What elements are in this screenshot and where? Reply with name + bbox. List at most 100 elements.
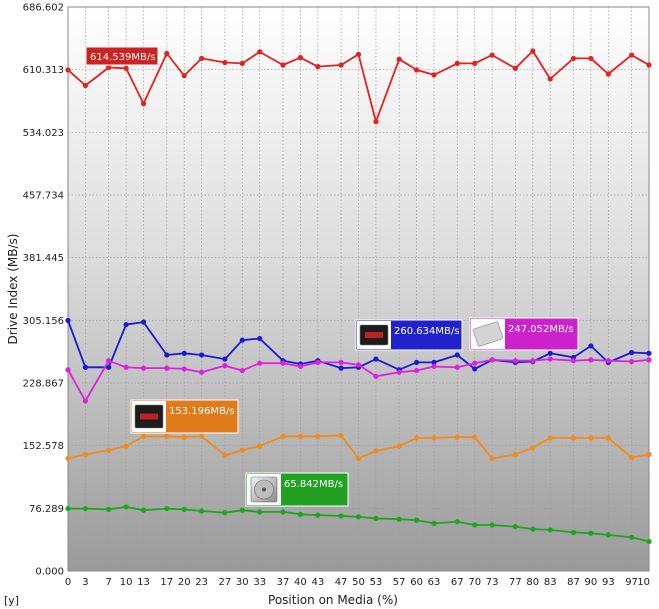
data-point [588, 357, 594, 363]
x-tick-label: 13 [137, 577, 150, 588]
data-point [65, 317, 71, 324]
data-point [297, 511, 303, 517]
data-point [222, 363, 228, 369]
data-point [106, 447, 112, 453]
data-point [239, 367, 245, 374]
x-tick-label: 20 [178, 577, 191, 588]
data-point [82, 364, 89, 370]
data-point [181, 366, 187, 372]
x-tick-label: 37 [277, 577, 290, 588]
data-point [588, 55, 594, 62]
x-tick-label: 30 [236, 577, 249, 588]
data-point [512, 451, 518, 457]
data-point [257, 49, 263, 55]
data-point [338, 513, 344, 519]
data-point [414, 435, 420, 441]
x-tick-label: 97 [625, 577, 638, 588]
x-tick-label: 0 [65, 577, 71, 588]
data-point [222, 510, 228, 516]
data-point [472, 522, 478, 528]
data-point [199, 55, 205, 62]
data-point [414, 67, 420, 73]
data-point [512, 65, 518, 71]
data-point [164, 433, 170, 439]
data-point [570, 435, 577, 441]
data-point [222, 356, 228, 362]
data-point [222, 59, 228, 66]
x-tick-label: 70 [468, 577, 481, 588]
data-point [222, 452, 228, 458]
data-point [106, 64, 112, 71]
data-point [315, 359, 321, 365]
data-point [646, 62, 652, 68]
y-tick-label: 305.156 [23, 316, 64, 327]
data-point [338, 432, 344, 439]
x-tick-label: 10 [120, 577, 133, 588]
data-point [106, 358, 112, 364]
data-point [82, 505, 89, 512]
data-point [454, 519, 460, 525]
data-point [123, 321, 129, 328]
x-tick-label: 33 [253, 577, 266, 588]
data-point [65, 67, 71, 73]
y-tick-label: 0.000 [35, 567, 64, 578]
data-point [489, 357, 495, 363]
data-point [181, 434, 187, 440]
data-point [530, 358, 536, 364]
data-point [570, 358, 577, 364]
callout-value: 614.539MB/s [90, 52, 155, 63]
data-point [588, 530, 594, 536]
y-tick-label: 381.445 [23, 253, 64, 264]
data-point [338, 365, 344, 371]
y-tick-label: 610.313 [23, 65, 64, 76]
data-point [489, 52, 495, 58]
data-point [65, 367, 71, 373]
data-point [373, 356, 379, 362]
data-point [373, 373, 379, 379]
value-callout: 153.196MB/s [130, 399, 239, 434]
data-point [65, 455, 71, 462]
data-point [199, 352, 205, 358]
data-point [199, 369, 205, 375]
y-tick-label: 457.734 [23, 191, 64, 202]
data-point [489, 522, 495, 528]
x-tick-label: 83 [544, 577, 557, 588]
data-point [628, 349, 635, 356]
data-point [547, 356, 553, 362]
data-point [547, 435, 553, 441]
data-point [547, 76, 553, 82]
x-tick-label: 50 [352, 577, 365, 588]
data-point [547, 527, 553, 533]
data-point [530, 445, 536, 451]
data-point [123, 504, 129, 510]
data-point [431, 359, 437, 365]
x-tick-label: 87 [567, 577, 580, 588]
data-point [628, 455, 635, 461]
data-point [355, 362, 362, 368]
data-point [628, 52, 635, 58]
data-point [257, 360, 263, 366]
x-tick-label: 10 [637, 577, 650, 588]
data-point [454, 434, 460, 440]
x-tick-label: 77 [509, 577, 522, 588]
x-tick-label: 63 [428, 577, 441, 588]
data-point [547, 350, 553, 356]
data-point [373, 119, 379, 125]
data-point [570, 55, 577, 62]
x-tick-label: 60 [410, 577, 423, 588]
value-callout: 614.539MB/s [85, 46, 159, 66]
data-point [355, 514, 362, 520]
data-point [140, 433, 147, 439]
data-point [164, 365, 170, 371]
data-point [454, 364, 460, 370]
x-axis-ticks: 0 3 7 10 13 17 20 23 27 30 33 37 40 43 47 50 53 57 60 63 67 7… [65, 577, 650, 588]
data-point [489, 455, 495, 462]
data-point [257, 509, 263, 515]
data-point [82, 451, 89, 457]
data-point [472, 366, 478, 372]
data-point [257, 443, 263, 449]
data-point [106, 506, 112, 512]
x-tick-label: 73 [486, 577, 499, 588]
data-point [239, 447, 245, 453]
data-point [106, 364, 112, 370]
